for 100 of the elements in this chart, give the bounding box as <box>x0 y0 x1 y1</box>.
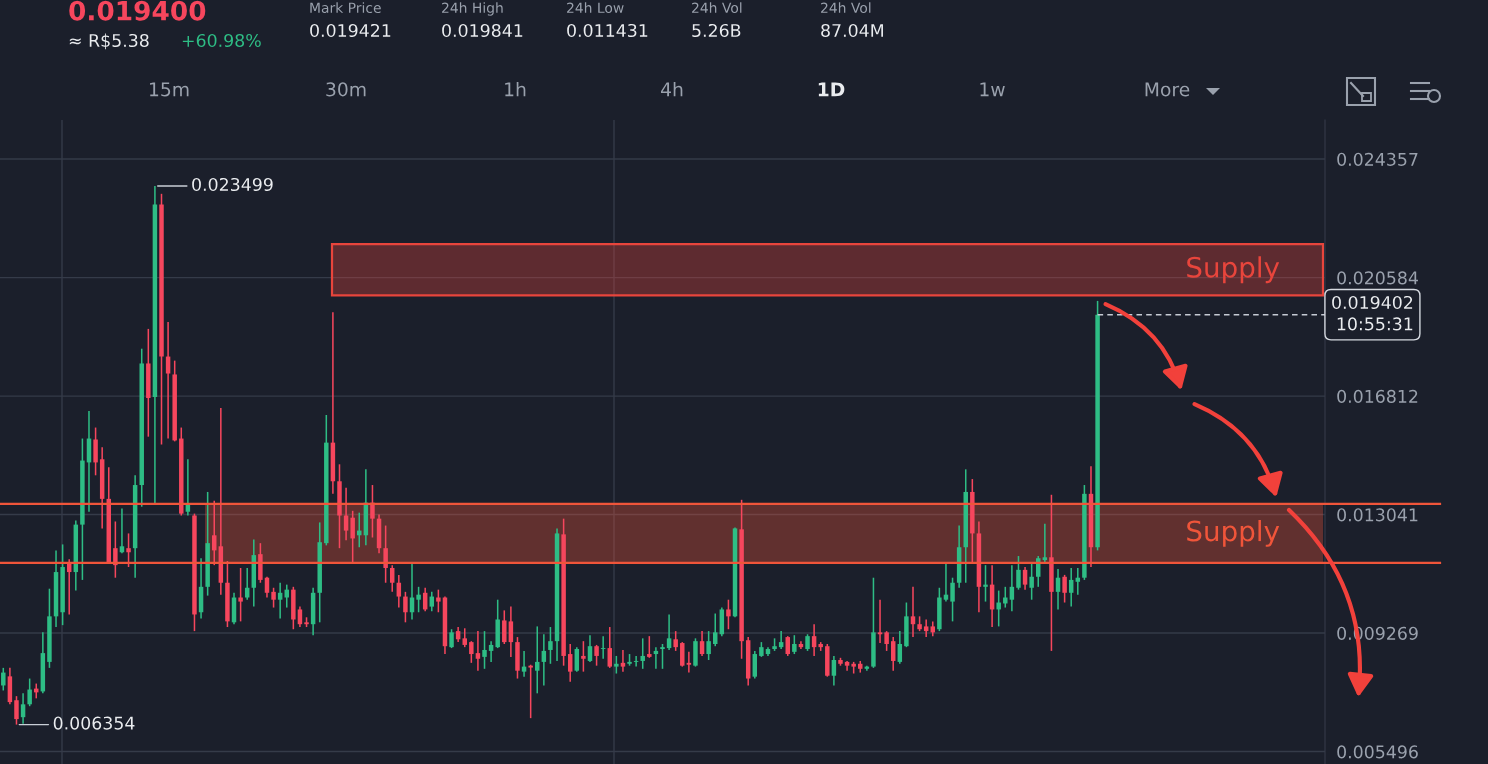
candlestick <box>383 524 388 584</box>
candlestick <box>1009 564 1015 613</box>
candlestick <box>1 667 6 692</box>
candlestick <box>396 574 402 609</box>
text: 15m <box>150 82 189 97</box>
candlestick <box>126 532 131 568</box>
candlestick <box>752 650 758 680</box>
text: 30m <box>326 82 366 97</box>
candlestick <box>535 625 540 695</box>
candlestick <box>1062 574 1067 604</box>
candlestick <box>1022 566 1028 591</box>
text: More <box>1145 82 1190 97</box>
candlestick <box>594 644 599 667</box>
candlestick <box>726 598 731 630</box>
candlestick <box>699 630 705 657</box>
candlestick <box>890 636 896 672</box>
text: 0.019400 <box>69 0 206 21</box>
candlestick <box>640 637 645 670</box>
candlestick <box>910 586 916 638</box>
text: 24h High <box>442 2 503 16</box>
text: 24h Low <box>567 2 624 14</box>
candlestick <box>284 583 289 609</box>
candlestick <box>897 630 903 665</box>
y-tick-label: 0.005496 <box>1337 745 1418 759</box>
candlestick <box>528 663 533 719</box>
candlestick <box>449 628 454 649</box>
candlestick <box>713 612 718 647</box>
candlestick <box>350 510 355 563</box>
candlestick <box>403 591 408 624</box>
candlestick <box>600 635 606 660</box>
candlestick <box>502 609 507 645</box>
candlestick <box>831 655 837 687</box>
candlestick <box>548 626 553 665</box>
text: 87.04M <box>821 23 883 38</box>
candlestick <box>811 623 817 657</box>
band-label: Supply <box>1187 519 1280 547</box>
text: 1w <box>980 82 1005 97</box>
y-tick-label: 0.013041 <box>1337 508 1418 522</box>
candlestick <box>666 613 672 651</box>
candlestick <box>436 588 441 614</box>
candlestick <box>884 630 889 652</box>
candlestick <box>271 586 276 609</box>
y-tick-label: 0.024357 <box>1337 152 1418 166</box>
candlestick <box>660 643 665 670</box>
candlestick <box>1042 522 1048 563</box>
candlestick <box>607 626 612 669</box>
candlestick <box>996 589 1001 628</box>
candlestick <box>983 564 988 603</box>
candlestick <box>185 458 191 517</box>
text: 0.019841 <box>442 23 523 38</box>
text: 1h <box>505 81 526 97</box>
candlestick <box>587 634 593 663</box>
candlestick <box>581 640 586 673</box>
candlestick <box>1029 563 1034 601</box>
candlestick <box>950 576 955 623</box>
candlestick <box>673 630 678 652</box>
annotation: 0.023499 <box>192 177 273 192</box>
candlestick <box>541 633 547 687</box>
candlestick <box>574 646 580 673</box>
candlestick <box>416 586 421 614</box>
text: 24h Vol <box>821 2 871 14</box>
candlestick <box>923 618 929 638</box>
candlestick <box>14 695 19 726</box>
candlestick <box>20 692 26 725</box>
y-tick-label: 0.016812 <box>1337 389 1418 403</box>
text: 24h Vol <box>692 2 742 14</box>
candlestick <box>1003 586 1008 609</box>
candlestick <box>633 655 639 668</box>
text: 1D <box>818 82 845 97</box>
candlestick <box>482 630 487 670</box>
candlestick <box>389 564 395 593</box>
candlestick <box>357 511 362 549</box>
candlestick <box>370 484 375 539</box>
candlestick <box>567 643 573 683</box>
candlestick <box>508 605 514 658</box>
candlestick <box>277 581 283 620</box>
candlestick <box>680 641 685 668</box>
candlestick <box>706 630 711 661</box>
candlestick <box>297 605 303 628</box>
candlestick <box>1068 567 1074 608</box>
y-tick-label: 0.020584 <box>1337 271 1418 285</box>
ref-line-label: 0.019402 10:55:31 <box>1332 295 1413 331</box>
candlestick <box>27 677 32 707</box>
candlestick <box>462 627 467 648</box>
candlestick <box>620 649 626 673</box>
candlestick <box>877 598 883 644</box>
candlestick <box>475 630 481 672</box>
candlestick <box>686 651 692 674</box>
candlestick <box>792 634 797 655</box>
candlestick <box>113 520 118 579</box>
text: 0.011431 <box>567 23 648 38</box>
candlestick <box>238 567 243 623</box>
candlestick <box>244 567 250 601</box>
text: 4h <box>661 81 683 97</box>
band-label: Supply <box>1187 256 1280 284</box>
annotation: 0.006354 <box>53 716 135 730</box>
candlestick <box>647 635 652 659</box>
text: 5.26B <box>692 23 741 38</box>
text: 0.019421 <box>310 23 391 38</box>
text: ≈ R$5.38 <box>69 33 149 50</box>
